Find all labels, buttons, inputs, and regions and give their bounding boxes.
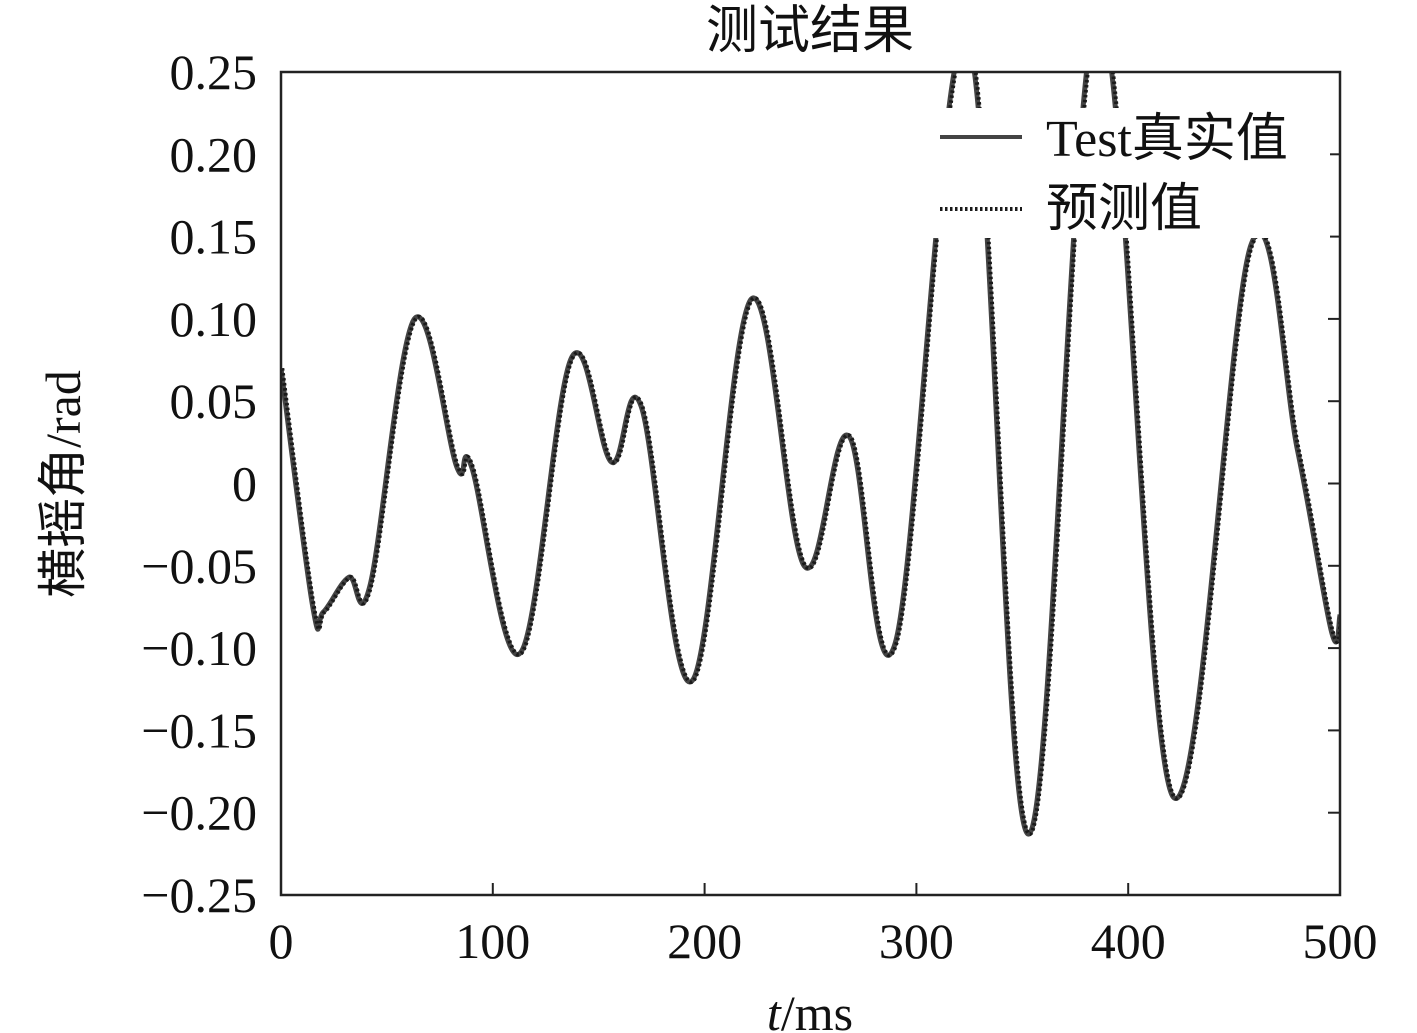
y-tick-label: −0.15 [141, 702, 257, 758]
series-line-pred [281, 72, 1340, 837]
ticks-layer: 0 100 200 300 400 5000.250.200.150.100.050−0.… [141, 44, 1377, 969]
series-layer [281, 72, 1340, 837]
x-tick-label: 400 [1091, 913, 1166, 969]
legend-label-pred: 预测值 [1046, 181, 1202, 238]
y-tick-label: −0.25 [141, 867, 257, 923]
x-tick-label: 0 [269, 913, 294, 969]
y-tick-label: 0.10 [170, 291, 258, 347]
x-axis-label: t/ms [767, 985, 853, 1033]
y-tick-label: −0.10 [141, 620, 257, 676]
x-tick-label: 200 [667, 913, 742, 969]
x-axis-label-var: t [767, 985, 782, 1033]
legend-label-test: Test真实值 [1046, 111, 1288, 168]
x-tick-label: 500 [1303, 913, 1378, 969]
y-tick-label: 0.25 [170, 44, 258, 100]
y-tick-label: 0.20 [170, 126, 258, 182]
y-tick-label: 0 [232, 456, 257, 512]
y-tick-label: −0.05 [141, 538, 257, 594]
x-tick-label: 300 [879, 913, 954, 969]
x-axis-label-unit: /ms [781, 985, 853, 1033]
y-tick-label: 0.05 [170, 373, 258, 429]
y-axis-label: 横摇角/rad [35, 370, 91, 598]
y-tick-label: −0.20 [141, 785, 257, 841]
legend-background [930, 108, 1330, 238]
chart-title: 测试结果 [706, 3, 914, 60]
legend: Test真实值 预测值 [930, 108, 1330, 238]
x-tick-label: 100 [455, 913, 530, 969]
y-tick-label: 0.15 [170, 209, 258, 265]
